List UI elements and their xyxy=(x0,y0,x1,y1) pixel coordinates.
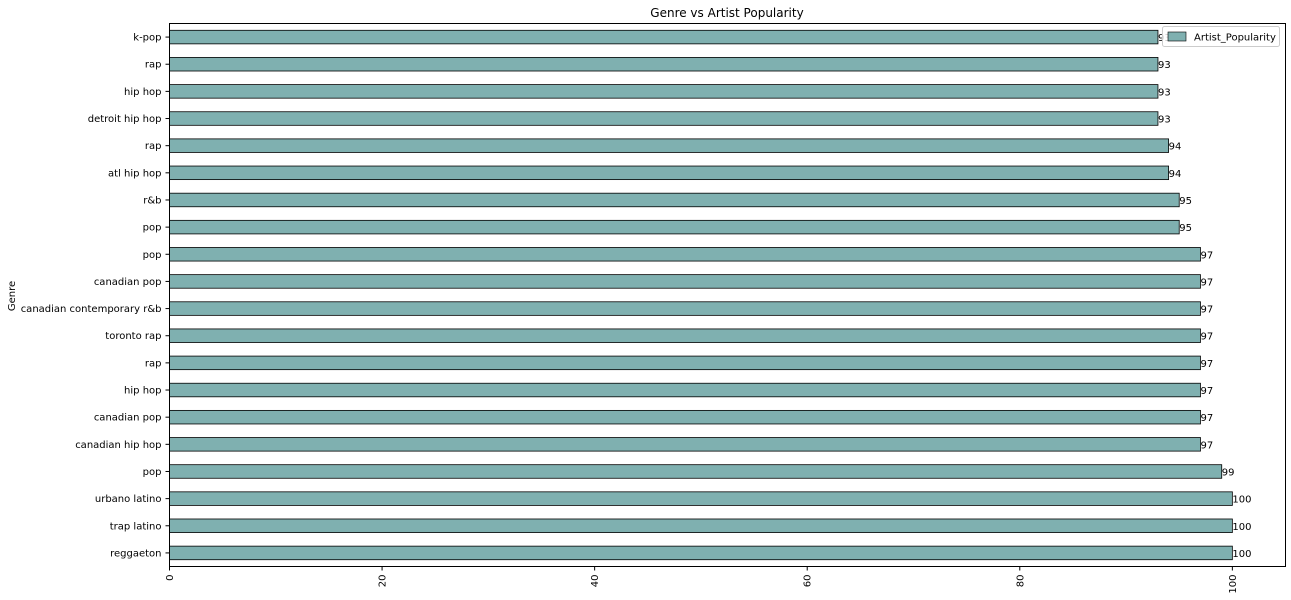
y-tick-label: canadian pop xyxy=(94,277,162,288)
legend-swatch xyxy=(1167,31,1187,42)
y-tick-label: pop xyxy=(143,250,162,261)
y-tick-label: hip hop xyxy=(124,386,161,397)
bar-value-label: 97 xyxy=(1200,305,1213,316)
y-tick-label: rap xyxy=(145,358,162,369)
y-tick-label: atl hip hop xyxy=(108,168,161,179)
bar-value-label: 95 xyxy=(1179,223,1192,234)
bar-value-label: 100 xyxy=(1232,522,1251,533)
bar-value-label: 97 xyxy=(1200,359,1213,370)
y-tick-label: canadian contemporary r&b xyxy=(21,304,162,315)
bar xyxy=(169,355,1201,371)
x-tick-label: 80 xyxy=(1015,575,1026,588)
y-ticks-group: k-pop rap hip hop detroit hip hop rap atl hip… xyxy=(21,33,170,559)
plot-frame xyxy=(169,23,1286,567)
bar xyxy=(169,57,1159,72)
bar-value-label: 100 xyxy=(1232,495,1251,506)
bar-value-label: 93 xyxy=(1158,87,1171,98)
y-tick-label: detroit hip hop xyxy=(88,114,162,125)
bar xyxy=(169,192,1180,208)
legend-label: Artist_Popularity xyxy=(1194,33,1276,44)
bar xyxy=(169,437,1201,452)
y-tick-label: pop xyxy=(143,467,162,478)
bar-value-label: 100 xyxy=(1232,549,1251,560)
y-axis-label: Genre xyxy=(7,281,18,311)
y-tick-label: reggaeton xyxy=(110,548,161,559)
bars-group xyxy=(169,29,1233,561)
bar xyxy=(169,328,1201,343)
y-tick-label: hip hop xyxy=(124,87,161,98)
bar xyxy=(169,138,1169,153)
bar-value-label: 97 xyxy=(1200,386,1213,397)
legend-box xyxy=(1162,26,1280,47)
bar-value-label: 94 xyxy=(1169,142,1182,153)
bar xyxy=(169,545,1233,561)
bar-value-label: 99 xyxy=(1222,467,1235,478)
bar-value-label: 95 xyxy=(1179,196,1192,207)
bar-value-label: 97 xyxy=(1200,440,1213,451)
chart-title: Genre vs Artist Popularity xyxy=(650,6,803,20)
y-tick-label: k-pop xyxy=(133,33,161,44)
bar xyxy=(169,219,1180,235)
y-tick-label: r&b xyxy=(143,195,161,206)
bar xyxy=(169,491,1233,506)
y-tick-label: toronto rap xyxy=(105,331,161,342)
bar xyxy=(169,247,1201,262)
y-tick-label: pop xyxy=(143,223,162,234)
bar-value-label: 97 xyxy=(1200,277,1213,288)
bar xyxy=(169,29,1159,45)
legend: Artist_Popularity xyxy=(1162,26,1280,47)
y-tick-label: rap xyxy=(145,141,162,152)
bar-value-label: 93 xyxy=(1158,60,1171,71)
x-tick-label: 60 xyxy=(803,575,814,588)
y-tick-label: canadian hip hop xyxy=(75,440,161,451)
bar-value-label: 97 xyxy=(1200,332,1213,343)
bar xyxy=(169,274,1201,289)
bar-labels-group: 9393939394949595979797979797979799100100… xyxy=(1158,33,1251,560)
bar xyxy=(169,409,1201,425)
x-tick-label: 40 xyxy=(590,575,601,588)
bar xyxy=(169,518,1233,533)
bar xyxy=(169,382,1201,398)
bar-value-label: 97 xyxy=(1200,413,1213,424)
bar-value-label: 94 xyxy=(1169,169,1182,180)
x-ticks-group: 0 20 40 60 80 100 xyxy=(165,566,1239,594)
bar-value-label: 97 xyxy=(1200,250,1213,261)
bar xyxy=(169,84,1159,99)
x-tick-label: 0 xyxy=(165,575,176,581)
y-tick-label: canadian pop xyxy=(94,413,162,424)
x-tick-label: 20 xyxy=(378,575,389,588)
y-tick-label: urbano latino xyxy=(95,494,162,505)
y-tick-label: trap latino xyxy=(110,521,162,532)
x-tick-label: 100 xyxy=(1228,575,1239,594)
bar xyxy=(169,165,1169,181)
bar xyxy=(169,111,1159,126)
bar-value-label: 93 xyxy=(1158,115,1171,126)
bar xyxy=(169,301,1201,316)
bar xyxy=(169,464,1223,479)
y-tick-label: rap xyxy=(145,60,162,71)
